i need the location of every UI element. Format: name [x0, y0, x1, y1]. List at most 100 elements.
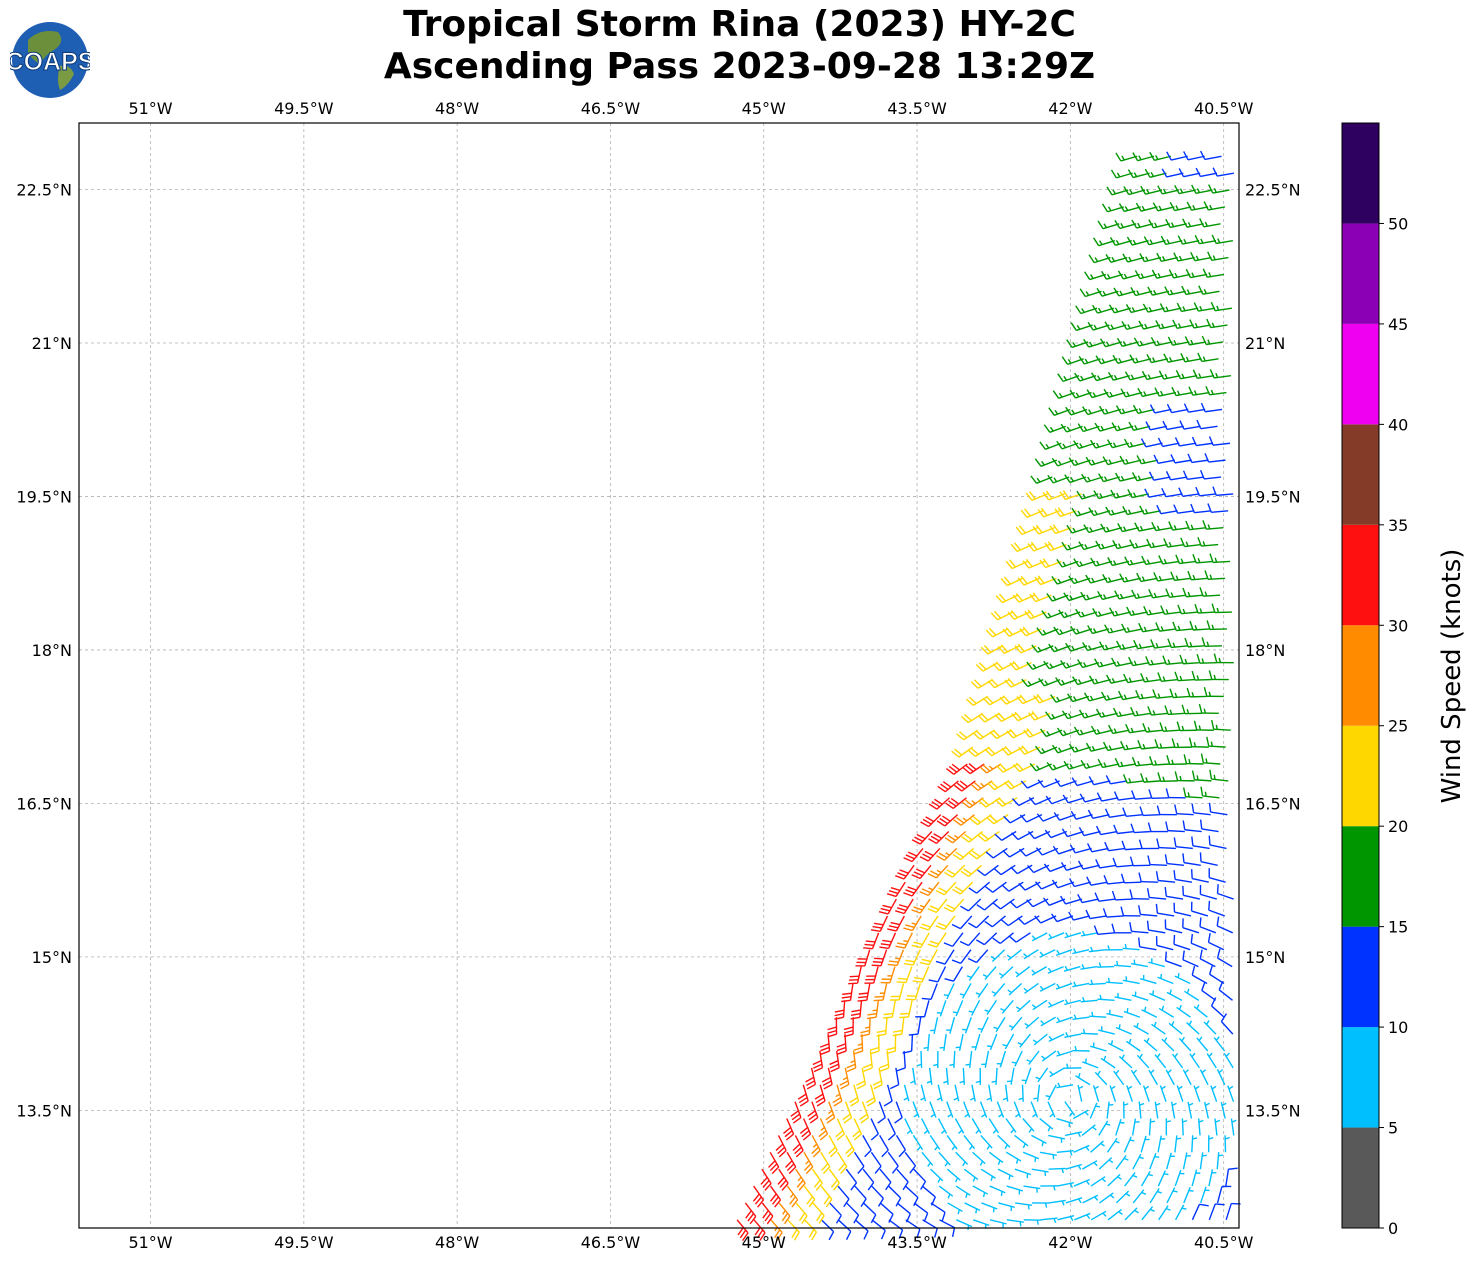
wind-barb-flag: [985, 629, 994, 638]
wind-barb-staff: [1065, 1163, 1083, 1170]
wind-barb: [1099, 338, 1122, 348]
wind-barb-staff: [964, 1016, 972, 1034]
wind-barb-flag: [1115, 239, 1120, 245]
wind-barb-flag: [1144, 1085, 1150, 1090]
wind-barb-staff: [1010, 780, 1027, 790]
wind-barb-flag: [1142, 743, 1146, 749]
wind-barb-flag: [1060, 423, 1068, 433]
wind-barb-flag: [1052, 390, 1060, 399]
wind-barb-flag: [1016, 762, 1024, 771]
wind-barb-flag: [1052, 845, 1060, 855]
wind-barb-flag: [1196, 419, 1202, 429]
wind-barb-flag: [1134, 270, 1141, 279]
wind-barb-flag: [1035, 524, 1043, 534]
wind-barb-flag: [827, 1029, 837, 1034]
wind-barb-staff: [993, 983, 1006, 997]
wind-barb: [1072, 948, 1090, 955]
wind-barb-flag: [1068, 878, 1075, 887]
wind-barb-flag: [1069, 763, 1074, 769]
wind-barb-flag: [916, 833, 926, 840]
wind-barb-flag: [933, 1063, 938, 1067]
wind-barb-staff: [861, 1101, 870, 1118]
wind-barb-flag: [1107, 577, 1112, 582]
wind-barb-staff: [1177, 256, 1195, 262]
wind-barb: [904, 1185, 919, 1207]
wind-barb: [1146, 353, 1169, 364]
wind-barb-staff: [1166, 425, 1184, 431]
wind-barb-flag: [1144, 168, 1151, 178]
wind-barb-flag: [1158, 370, 1165, 380]
wind-barb-staff: [1172, 341, 1190, 346]
wind-barb: [1010, 542, 1033, 553]
wind-barb-staff: [1211, 510, 1229, 513]
wind-barb-flag: [899, 869, 909, 874]
wind-barb-flag: [1061, 828, 1068, 837]
wind-barb-flag: [1181, 704, 1186, 714]
wind-barb-staff: [1080, 932, 1098, 937]
wind-barb-staff: [921, 966, 930, 983]
wind-barb-flag: [872, 1080, 882, 1086]
wind-barb-flag: [959, 731, 968, 739]
wind-barb-staff: [1141, 880, 1159, 883]
wind-barb-flag: [1085, 1180, 1090, 1186]
wind-barb: [1056, 1117, 1074, 1128]
wind-barb-flag: [837, 1050, 847, 1055]
wind-barb: [1072, 676, 1095, 686]
wind-barb-flag: [1143, 605, 1149, 616]
wind-barb-flag: [1062, 561, 1067, 567]
wind-barb-staff: [1154, 645, 1172, 649]
wind-barb-staff: [1118, 797, 1136, 801]
wind-barb-flag: [1127, 489, 1133, 498]
wind-barb: [1173, 504, 1195, 514]
wind-barb-flag: [1203, 289, 1207, 294]
wind-barb-flag: [885, 1181, 892, 1191]
wind-barb-staff: [1108, 391, 1126, 398]
colorbar-segment: [1342, 725, 1379, 827]
wind-barb-staff: [1008, 881, 1024, 892]
wind-barb: [1117, 270, 1140, 280]
wind-barb-flag: [1036, 693, 1044, 702]
wind-barb-flag: [840, 1083, 850, 1090]
wind-barb: [1176, 1004, 1191, 1018]
wind-barb-flag: [1131, 219, 1138, 229]
wind-barb-staff: [1016, 898, 1032, 909]
wind-barb-staff: [1194, 779, 1212, 782]
wind-barb-staff: [1060, 780, 1077, 788]
wind-barb: [862, 1202, 877, 1224]
wind-barb: [929, 1101, 937, 1118]
wind-barb-flag: [958, 1129, 963, 1134]
wind-barb-flag: [902, 1181, 909, 1191]
wind-barb-staff: [1203, 223, 1221, 228]
wind-barb-flag: [1126, 391, 1130, 397]
wind-barb-flag: [903, 939, 909, 943]
wind-barb-flag: [1199, 852, 1202, 862]
wind-barb-staff: [1056, 1016, 1073, 1024]
wind-barb-flag: [905, 924, 915, 929]
wind-barb-staff: [795, 1202, 808, 1217]
wind-barb-flag: [1067, 544, 1072, 550]
wind-barb-staff: [873, 966, 879, 984]
wind-barb-flag: [1164, 373, 1168, 379]
wind-barb-staff: [968, 830, 983, 843]
wind-barb-staff: [1117, 830, 1135, 835]
wind-barb-staff: [1174, 206, 1192, 212]
wind-barb-flag: [1039, 559, 1047, 568]
wind-barb-flag: [1074, 746, 1079, 752]
wind-barb-flag: [1172, 1190, 1178, 1193]
wind-barb-staff: [1095, 442, 1113, 449]
wind-barb-flag: [1175, 575, 1179, 581]
wind-barb: [1001, 881, 1024, 892]
wind-barb-flag: [1183, 238, 1187, 244]
wind-barb-flag: [1122, 341, 1127, 346]
wind-barb-flag: [1174, 804, 1178, 814]
wind-barb-flag: [1010, 543, 1018, 552]
wind-barb-flag: [1198, 1119, 1204, 1123]
wind-barb-flag: [1139, 1102, 1145, 1106]
wind-barb-staff: [1140, 577, 1158, 583]
wind-barb: [1106, 186, 1129, 196]
wind-barb-flag: [956, 782, 966, 790]
wind-barb-staff: [1216, 925, 1234, 934]
wind-barb-staff: [944, 814, 959, 827]
wind-barb-staff: [1101, 797, 1119, 802]
wind-barb: [1174, 972, 1191, 985]
